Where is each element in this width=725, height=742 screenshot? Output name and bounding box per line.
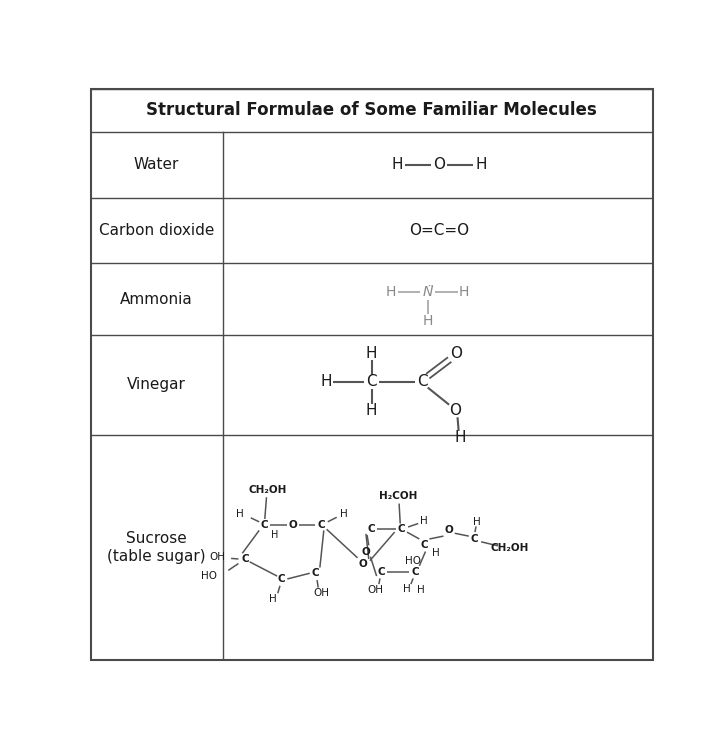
Text: HO: HO bbox=[201, 571, 217, 581]
Text: H: H bbox=[420, 516, 428, 525]
Text: Sucrose
(table sugar): Sucrose (table sugar) bbox=[107, 531, 206, 564]
Text: CH₂OH: CH₂OH bbox=[490, 542, 529, 553]
Text: O: O bbox=[444, 525, 453, 536]
Text: H: H bbox=[391, 157, 402, 172]
Text: H: H bbox=[236, 510, 244, 519]
Text: C: C bbox=[377, 567, 385, 577]
Text: Structural Formulae of Some Familiar Molecules: Structural Formulae of Some Familiar Mol… bbox=[146, 102, 597, 119]
Text: C: C bbox=[471, 534, 479, 544]
Text: O: O bbox=[362, 547, 370, 557]
Text: H: H bbox=[459, 285, 470, 299]
Text: H: H bbox=[271, 530, 278, 540]
Text: OH: OH bbox=[368, 585, 384, 595]
Text: H: H bbox=[366, 403, 377, 418]
Text: O: O bbox=[449, 403, 460, 418]
Text: C: C bbox=[397, 525, 405, 534]
Text: H: H bbox=[339, 510, 347, 519]
Text: H: H bbox=[423, 314, 433, 328]
Text: C: C bbox=[241, 554, 249, 564]
Text: H: H bbox=[417, 585, 424, 595]
Text: Water: Water bbox=[134, 157, 179, 172]
Text: H: H bbox=[366, 346, 377, 361]
Text: HO: HO bbox=[405, 556, 420, 565]
Text: C: C bbox=[420, 539, 428, 550]
Text: C: C bbox=[278, 574, 286, 584]
Text: H: H bbox=[270, 594, 277, 604]
Text: O: O bbox=[289, 519, 297, 530]
Text: O: O bbox=[359, 559, 368, 568]
Text: H: H bbox=[432, 548, 440, 558]
Text: H: H bbox=[473, 517, 481, 527]
Text: Carbon dioxide: Carbon dioxide bbox=[99, 223, 215, 238]
Text: C: C bbox=[368, 525, 376, 534]
Text: CH₂OH: CH₂OH bbox=[249, 485, 287, 496]
Text: C: C bbox=[411, 567, 418, 577]
Text: N̈: N̈ bbox=[423, 285, 433, 299]
Text: H: H bbox=[321, 375, 332, 390]
Text: H: H bbox=[402, 584, 410, 594]
Text: C: C bbox=[366, 375, 377, 390]
Text: Ammonia: Ammonia bbox=[120, 292, 193, 306]
Text: H₂COH: H₂COH bbox=[379, 491, 418, 501]
Text: O: O bbox=[450, 346, 462, 361]
Text: H: H bbox=[455, 430, 466, 445]
Text: C: C bbox=[417, 375, 428, 390]
Text: OH: OH bbox=[210, 552, 225, 562]
Text: Vinegar: Vinegar bbox=[127, 377, 186, 393]
Text: C: C bbox=[312, 568, 319, 578]
Text: H: H bbox=[386, 285, 397, 299]
Text: C: C bbox=[261, 519, 269, 530]
Text: H: H bbox=[476, 157, 487, 172]
Text: OH: OH bbox=[313, 588, 329, 598]
Text: O: O bbox=[433, 157, 445, 172]
Text: C: C bbox=[317, 519, 325, 530]
Text: O=C=O: O=C=O bbox=[409, 223, 469, 238]
